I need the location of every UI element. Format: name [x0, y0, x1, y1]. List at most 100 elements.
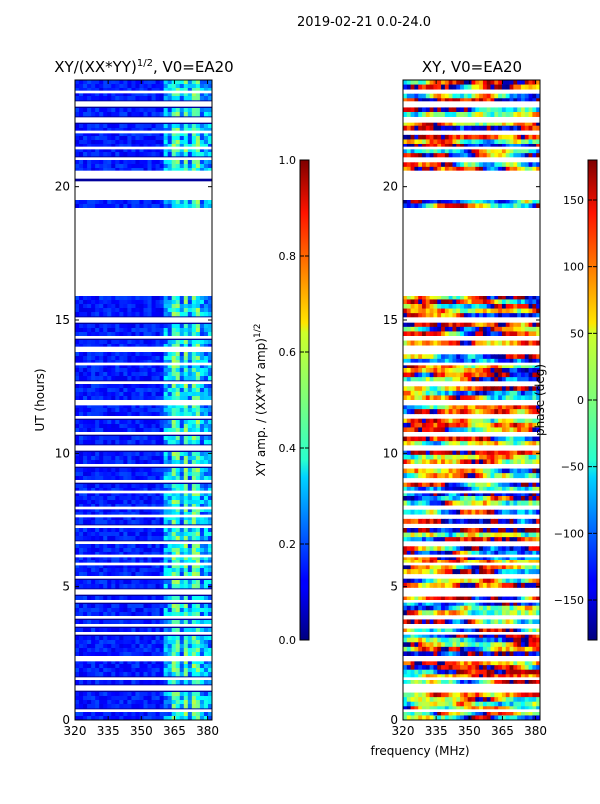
amp-cell — [119, 604, 123, 608]
phase-cell — [433, 203, 437, 208]
amp-cell — [103, 412, 107, 416]
amp-cell — [200, 644, 204, 648]
amp-cell — [156, 664, 160, 668]
amp-cell — [160, 612, 164, 616]
amp-cell — [123, 712, 127, 716]
phase-cell — [483, 80, 487, 85]
phase-cell — [437, 80, 441, 85]
amp-cell — [99, 376, 103, 380]
phase-cell — [430, 409, 434, 414]
amp-cell — [91, 420, 95, 424]
amp-cell — [103, 484, 107, 488]
phase-cell — [464, 107, 468, 112]
amp-cell — [176, 408, 180, 412]
amp-cell — [79, 572, 83, 576]
amp-cell — [139, 440, 143, 444]
amp-cell — [196, 704, 200, 708]
phase-cell — [464, 327, 468, 332]
amp-cell — [144, 484, 148, 488]
phase-cell — [411, 395, 415, 400]
phase-cell — [433, 162, 437, 167]
phase-cell — [468, 162, 472, 167]
amp-cell — [83, 376, 87, 380]
amp-cell — [91, 476, 95, 480]
amp-cell — [160, 628, 164, 632]
amp-cell — [188, 296, 192, 300]
phase-cell — [403, 354, 407, 359]
amp-cell — [196, 440, 200, 444]
amp-cell — [152, 460, 156, 464]
amp-cell — [152, 436, 156, 440]
amp-cell — [127, 160, 131, 164]
phase-cell — [403, 126, 407, 131]
amp-cell — [111, 340, 115, 344]
amp-cell — [123, 452, 127, 456]
amp-cell — [99, 140, 103, 144]
phase-cell — [452, 341, 456, 346]
amp-cell — [99, 636, 103, 640]
amp-cell — [196, 604, 200, 608]
phase-cell — [460, 162, 464, 167]
amp-cell — [160, 456, 164, 460]
phase-cell — [464, 395, 468, 400]
amp-cell — [152, 396, 156, 400]
amp-cell — [156, 352, 160, 356]
amp-cell — [91, 84, 95, 88]
amp-cell — [135, 596, 139, 600]
amp-cell — [135, 544, 139, 548]
amp-cell — [87, 296, 91, 300]
amp-cell — [192, 704, 196, 708]
amp-cell — [180, 568, 184, 572]
phase-cell — [445, 395, 449, 400]
amp-cell — [91, 700, 95, 704]
data-gap — [75, 347, 212, 352]
amp-cell — [123, 640, 127, 644]
amp-cell — [144, 628, 148, 632]
amp-cell — [79, 496, 83, 500]
amp-cell — [196, 568, 200, 572]
phase-cell — [414, 373, 418, 378]
phase-cell — [483, 112, 487, 117]
phase-cell — [433, 427, 437, 432]
phase-cell — [426, 423, 430, 428]
amp-cell — [160, 644, 164, 648]
phase-cell — [430, 112, 434, 117]
amp-cell — [115, 312, 119, 316]
amp-cell — [160, 420, 164, 424]
phase-cell — [445, 80, 449, 85]
amp-cell — [119, 296, 123, 300]
amp-cell — [144, 496, 148, 500]
amp-cell — [164, 328, 168, 332]
amp-cell — [83, 80, 87, 84]
amp-cell — [83, 424, 87, 428]
phase-cell — [449, 391, 453, 396]
amp-cell — [99, 300, 103, 304]
amp-cell — [91, 436, 95, 440]
amp-cell — [144, 392, 148, 396]
amp-cell — [156, 636, 160, 640]
amp-cell — [135, 440, 139, 444]
phase-cell — [433, 126, 437, 131]
amp-cell — [164, 340, 168, 344]
amp-cell — [156, 692, 160, 696]
amp-cell — [196, 640, 200, 644]
amp-cell — [119, 352, 123, 356]
amp-cell — [192, 712, 196, 716]
amp-cell — [95, 456, 99, 460]
amp-cell — [176, 340, 180, 344]
phase-cell — [475, 391, 479, 396]
amp-cell — [91, 204, 95, 208]
amp-cell — [107, 368, 111, 372]
phase-cell — [418, 327, 422, 332]
amp-cell — [131, 80, 135, 84]
phase-cell — [456, 331, 460, 336]
amp-cell — [200, 580, 204, 584]
amp-cell — [103, 204, 107, 208]
amp-cell — [135, 124, 139, 128]
amp-cell — [180, 368, 184, 372]
phase-cell — [521, 322, 525, 327]
amp-cell — [152, 700, 156, 704]
phase-cell — [532, 304, 536, 309]
amp-cell — [135, 384, 139, 388]
amp-cell — [75, 312, 79, 316]
